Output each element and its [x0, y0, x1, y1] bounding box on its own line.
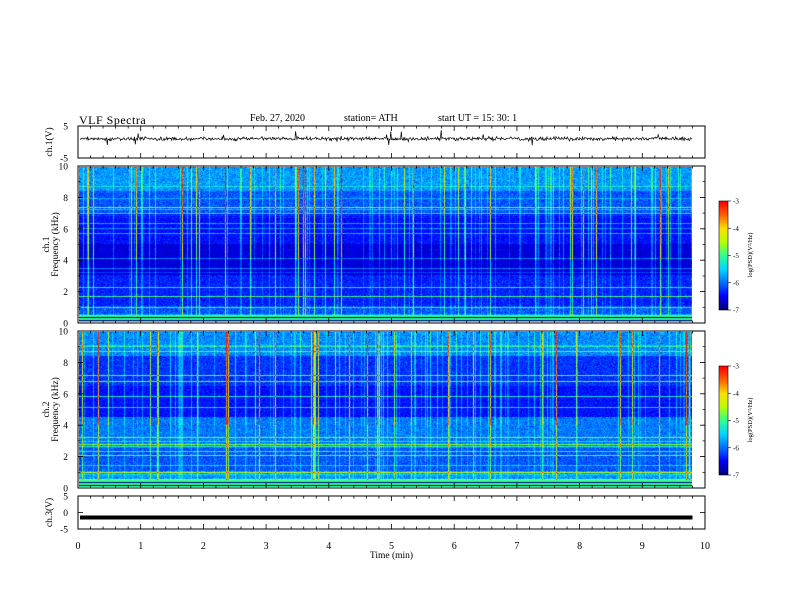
ch2-spectrogram-image	[79, 332, 692, 487]
x-tick-label: 2	[201, 541, 206, 552]
colorbar-tick-label: -5	[733, 252, 739, 260]
x-tick-label: 0	[76, 541, 81, 552]
y-tick-label: 0	[63, 320, 68, 330]
y-tick-label: 0	[63, 485, 68, 495]
x-axis-label: Time (min)	[370, 550, 413, 561]
start-time-label: start UT = 15: 30: 1	[438, 113, 518, 124]
ch1-colorbar	[719, 201, 728, 310]
channel-label: ch.1	[42, 236, 52, 252]
y-tick-label: 5	[63, 123, 68, 133]
x-tick-label: 3	[264, 541, 269, 552]
y-tick-label: 2	[63, 453, 68, 463]
y-tick-label: 6	[63, 225, 68, 235]
x-tick-label: 1	[138, 541, 143, 552]
y-tick-label: -5	[60, 526, 68, 536]
y-tick-label: 0	[63, 509, 68, 519]
y-tick-label: 4	[63, 257, 68, 267]
y-axis-label: ch.1(V)	[44, 127, 55, 156]
channel-label: ch.2	[42, 401, 52, 417]
y-tick-label: 4	[63, 422, 68, 432]
figure-title: VLF Spectra	[79, 113, 147, 127]
x-tick-label: 10	[700, 541, 710, 552]
y-tick-label: 10	[59, 163, 69, 173]
ch1-trace	[79, 130, 693, 146]
colorbar-tick-label: -3	[733, 363, 739, 371]
ch1-spectrogram-image	[79, 167, 692, 322]
x-tick-label: 7	[514, 541, 519, 552]
axis-ticks	[77, 125, 706, 530]
y-tick-label: 8	[63, 359, 68, 369]
y-tick-label: 2	[63, 288, 68, 298]
x-tick-label: 4	[326, 541, 331, 552]
colorbar-tick-label: -7	[733, 307, 739, 315]
ch1-waveform	[79, 130, 693, 146]
y-tick-label: 5	[63, 493, 68, 503]
y-axis-label: Frequency (kHz)	[50, 377, 61, 442]
y-axis-label: Frequency (kHz)	[50, 212, 61, 277]
colorbar-tick-label: -4	[733, 225, 739, 233]
colorbar-label: log(PSD)(V²/Hz)	[747, 398, 754, 443]
x-tick-label: 9	[640, 541, 645, 552]
date-label: Feb. 27, 2020	[250, 113, 305, 124]
y-tick-label: 8	[63, 194, 68, 204]
station-label: station= ATH	[344, 113, 398, 124]
x-tick-label: 6	[452, 541, 457, 552]
colorbar-labels: -3 -4 -5 -6 -7 log(PSD)(V²/Hz) -3 -4 -5 -6 -7 log(P…	[728, 198, 754, 480]
colorbar-tick-label: -3	[733, 198, 739, 206]
colorbar-tick-label: -6	[733, 279, 739, 287]
x-tick-label: 5	[389, 541, 394, 552]
colorbar-tick-label: -4	[733, 390, 739, 398]
colorbar-tick-label: -5	[733, 417, 739, 425]
x-tick-label: 8	[577, 541, 582, 552]
ch2-colorbar	[719, 366, 728, 475]
y-tick-label: -5	[60, 155, 68, 165]
y-axis-label: ch.3(V)	[44, 498, 55, 527]
y-tick-label: 6	[63, 390, 68, 400]
colorbar-tick-label: -6	[733, 444, 739, 452]
colorbar-label: log(PSD)(V²/Hz)	[747, 233, 754, 278]
colorbar-tick-label: -7	[733, 472, 739, 480]
y-tick-label: 10	[59, 328, 69, 338]
